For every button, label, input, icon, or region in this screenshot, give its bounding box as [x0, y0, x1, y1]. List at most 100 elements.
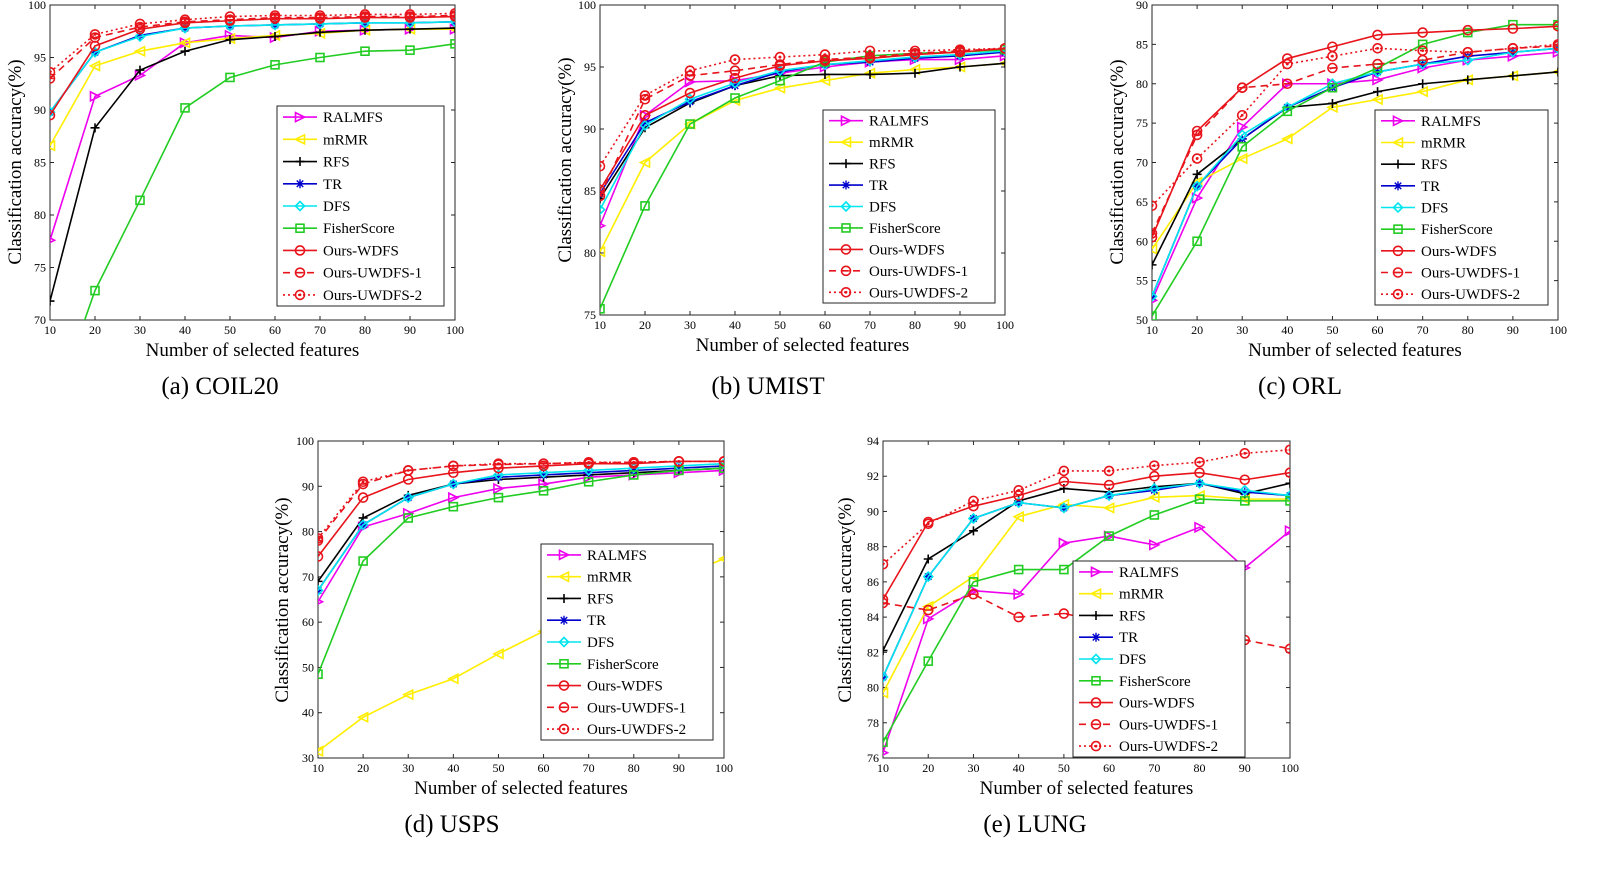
legend-marker	[558, 702, 570, 713]
legend-label: Ours-UWDFS-1	[587, 700, 686, 716]
y-tick-label: 75	[1136, 116, 1148, 130]
legend: RALMFS mRMR RFS TR DFS FisherScore Ours-WDFS Ou…	[1374, 109, 1549, 306]
data-point	[1507, 23, 1519, 34]
data-point	[685, 97, 695, 107]
data-point	[1236, 109, 1248, 121]
legend-label: Ours-UWDFS-2	[587, 722, 686, 738]
series-line-ours-wdfs	[318, 460, 724, 557]
data-point	[1192, 236, 1202, 247]
data-point	[922, 570, 934, 583]
data-point	[628, 456, 640, 468]
data-point	[89, 29, 101, 40]
legend-marker	[1392, 245, 1404, 257]
data-point	[537, 467, 550, 479]
legend-label: RFS	[587, 591, 614, 607]
data-point	[318, 669, 323, 680]
data-point	[921, 600, 934, 613]
data-point	[1191, 153, 1203, 164]
y-tick-label: 70	[34, 313, 46, 327]
data-point	[1152, 200, 1158, 212]
x-tick-label: 50	[774, 318, 786, 332]
data-point	[178, 37, 191, 49]
legend-marker	[294, 111, 307, 123]
legend-marker	[1090, 740, 1102, 752]
series-line-ours-wdfs	[883, 471, 1290, 600]
legend-marker	[1393, 159, 1403, 169]
data-point	[450, 39, 455, 49]
x-tick-label: 30	[402, 761, 414, 775]
data-point	[968, 526, 978, 536]
legend-marker	[1392, 115, 1405, 127]
data-point	[90, 285, 100, 296]
series-line-tr	[1152, 47, 1558, 297]
data-point	[1104, 531, 1114, 541]
data-point	[967, 512, 980, 525]
legend-label: Ours-UWDFS-2	[1119, 739, 1218, 755]
legend-marker	[294, 245, 306, 256]
data-point	[538, 486, 549, 496]
legend-marker	[841, 223, 851, 233]
y-tick-label: 90	[867, 504, 879, 518]
data-point	[450, 23, 455, 33]
x-tick-label: 40	[179, 323, 191, 337]
legend: RALMFS mRMR RFS TR DFS FisherScore Ours-WDFS Ou…	[822, 109, 996, 304]
data-point	[448, 491, 460, 504]
series-group	[318, 456, 724, 758]
data-point	[864, 45, 876, 57]
y-tick-label: 80	[584, 246, 596, 260]
legend-label: RALMFS	[869, 114, 929, 130]
legend-marker	[558, 549, 571, 561]
data-point	[1284, 643, 1290, 655]
data-point	[1372, 43, 1383, 54]
x-tick-label: 70	[1417, 323, 1429, 337]
legend-marker	[1391, 136, 1404, 149]
data-point	[999, 43, 1005, 54]
legend-label: FisherScore	[869, 221, 941, 237]
x-tick-label: 30	[684, 318, 696, 332]
x-axis-label: Number of selected features	[414, 778, 628, 799]
series-line-ours-wdfs	[1152, 25, 1558, 238]
legend-label: Ours-UWDFS-1	[869, 264, 968, 280]
series-line-ours-uwdfs-1	[600, 47, 1005, 197]
legend-marker	[1392, 288, 1404, 300]
y-tick-label: 55	[1136, 274, 1148, 288]
data-point	[1194, 467, 1205, 479]
data-point	[1239, 496, 1250, 506]
chart-panel: 10 20 30 40 50 60 70 80 90 100 70 75 80 85 90 95 100 Numb…	[5, 0, 464, 400]
x-tick-label: 80	[359, 323, 371, 337]
data-point	[883, 646, 888, 656]
data-point	[1285, 478, 1290, 488]
y-tick-label: 92	[867, 469, 879, 483]
data-point	[1152, 290, 1158, 303]
data-point	[1507, 43, 1519, 54]
data-point	[1103, 465, 1115, 477]
data-point	[1152, 260, 1157, 270]
data-point	[1103, 479, 1115, 491]
series-line-fisherscore	[318, 467, 724, 675]
legend-label: mRMR	[587, 570, 632, 586]
x-tick-label: 90	[404, 323, 416, 337]
chart-panel: 10 20 30 40 50 60 70 80 90 100 75 80 85 90 95 100 Number…	[555, 0, 1014, 400]
x-tick-label: 30	[1236, 323, 1248, 337]
legend-marker	[1090, 697, 1102, 708]
data-point	[1013, 611, 1024, 623]
data-point	[600, 193, 605, 203]
legend-label: Ours-WDFS	[1421, 244, 1497, 260]
x-tick-label: 40	[447, 761, 459, 775]
legend: RALMFS mRMR RFS TR DFS FisherScore Ours-WDFS Ou…	[276, 105, 445, 307]
data-point	[730, 81, 740, 91]
data-point	[1191, 129, 1203, 141]
data-point	[1284, 489, 1290, 502]
chart-panel: 10 20 30 40 50 60 70 80 90 100 30 40 50 60 70 80 90 100 Nu…	[272, 434, 733, 838]
series-line-ours-uwdfs-2	[318, 460, 724, 539]
x-tick-label: 10	[44, 323, 56, 337]
data-point	[1462, 24, 1474, 36]
x-tick-label: 100	[1281, 761, 1299, 775]
data-point	[1417, 39, 1428, 50]
data-point	[865, 69, 875, 79]
legend-label: Ours-UWDFS-2	[323, 288, 422, 304]
data-point	[1417, 58, 1429, 70]
data-point	[224, 11, 236, 22]
y-tick-label: 78	[867, 716, 879, 730]
